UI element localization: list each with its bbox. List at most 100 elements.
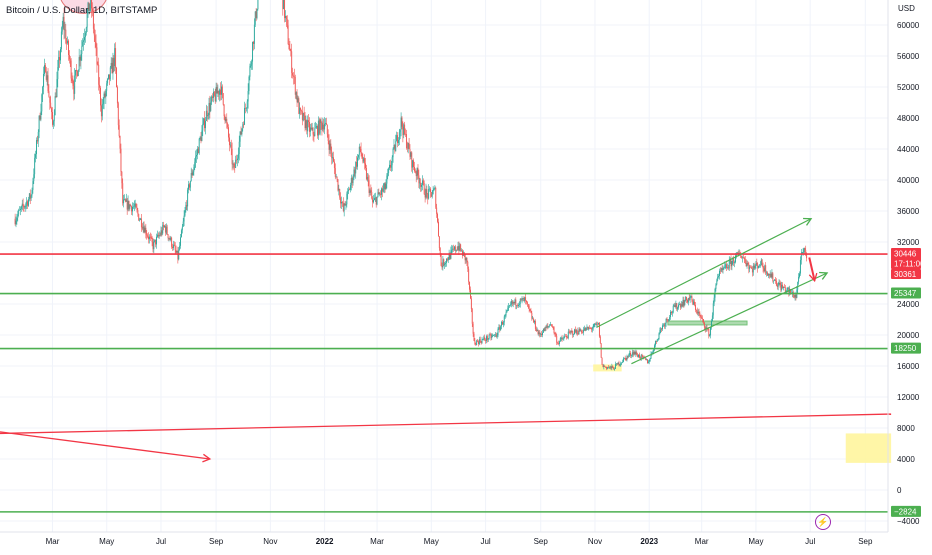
candle-body xyxy=(618,362,620,366)
candle-body xyxy=(585,327,587,331)
candle-body xyxy=(164,225,166,233)
candle-body xyxy=(172,246,173,249)
candle-body xyxy=(25,204,27,207)
candle-body xyxy=(77,70,79,77)
drawings[interactable] xyxy=(0,217,892,513)
candle-body xyxy=(142,226,144,229)
candle-body xyxy=(296,92,298,103)
candle-body xyxy=(162,224,164,234)
candle-body xyxy=(413,160,414,167)
price-axis-tick: 44000 xyxy=(897,145,920,154)
forecast-arrowhead xyxy=(808,272,818,283)
candle-body xyxy=(188,184,189,190)
candle-body xyxy=(805,250,807,255)
candle-body xyxy=(387,173,389,176)
candle-body xyxy=(310,127,312,130)
candle-body xyxy=(49,96,51,103)
candle-body xyxy=(743,257,745,260)
candle-body xyxy=(126,199,128,210)
candle-body xyxy=(381,188,382,195)
candle-body xyxy=(768,273,770,276)
price-axis-tick: 52000 xyxy=(897,83,920,92)
candle-body xyxy=(360,149,362,154)
candle-body xyxy=(573,334,575,335)
candle-body xyxy=(501,321,503,327)
candle-body xyxy=(540,333,542,335)
candle-body xyxy=(711,315,713,322)
candle-body xyxy=(335,176,337,178)
candle-body xyxy=(67,40,69,44)
candle-body xyxy=(759,264,761,266)
candle-body xyxy=(175,250,177,253)
candle-body xyxy=(794,294,796,298)
candle-body xyxy=(608,366,610,368)
candle-body xyxy=(288,44,290,50)
candle-body xyxy=(135,203,137,208)
candle-body xyxy=(555,334,557,336)
candle-body xyxy=(333,161,335,169)
candle-body xyxy=(645,358,647,360)
candle-body xyxy=(114,48,116,67)
lightning-icon[interactable]: ⚡ xyxy=(815,514,831,530)
time-axis-tick: Jul xyxy=(480,537,490,546)
candle-body xyxy=(183,215,185,222)
red-trend-line xyxy=(0,413,892,435)
candle-body xyxy=(81,46,83,54)
candle-body xyxy=(215,86,217,102)
candle-body xyxy=(61,27,63,32)
candle-body xyxy=(86,13,88,28)
candle-body xyxy=(46,75,48,80)
highlight-ellipse xyxy=(60,0,107,14)
candle-body xyxy=(184,210,186,216)
candle-body xyxy=(566,337,568,338)
candle-body xyxy=(306,120,308,132)
candle-body xyxy=(676,303,678,310)
candle-body xyxy=(342,202,344,211)
candle-body xyxy=(610,366,612,369)
candle-body xyxy=(534,321,536,329)
candle-body xyxy=(475,344,477,346)
candle-body xyxy=(111,62,113,74)
candle-body xyxy=(627,356,629,357)
candle-body xyxy=(717,276,719,281)
candle-body xyxy=(711,321,712,328)
candle-body xyxy=(248,76,250,92)
candle-body xyxy=(367,176,369,181)
candle-body xyxy=(426,189,428,194)
candle-body xyxy=(141,227,143,229)
candle-body xyxy=(406,148,408,149)
candle-body xyxy=(357,154,359,158)
candle-body xyxy=(170,237,172,240)
candle-body xyxy=(375,197,377,205)
candle-body xyxy=(312,128,314,135)
candle-body xyxy=(236,159,238,161)
red-trend-line xyxy=(0,431,210,460)
candle-body xyxy=(493,335,495,336)
candle-body xyxy=(502,321,503,325)
candle-body xyxy=(590,327,591,329)
candle-body xyxy=(206,110,208,117)
candle-body xyxy=(20,206,22,209)
candle-body xyxy=(598,322,600,337)
candle-body xyxy=(433,188,435,191)
candle-body xyxy=(124,199,125,200)
candle-body xyxy=(421,184,422,187)
candle-body xyxy=(349,189,350,191)
candle-body xyxy=(235,159,237,169)
candle-body xyxy=(27,201,29,206)
candle-body xyxy=(289,49,291,51)
candle-body xyxy=(226,118,228,124)
candle-body xyxy=(57,67,59,80)
candle-body xyxy=(696,310,698,314)
candle-body xyxy=(56,79,58,98)
candle-body xyxy=(775,280,777,286)
candle-body xyxy=(510,301,512,305)
candle-body xyxy=(595,323,597,325)
candle-body xyxy=(148,236,150,240)
candle-body xyxy=(353,169,355,179)
candle-body xyxy=(452,248,454,250)
candle-body xyxy=(486,336,488,340)
candle-body xyxy=(156,236,157,245)
candle-body xyxy=(100,105,102,117)
